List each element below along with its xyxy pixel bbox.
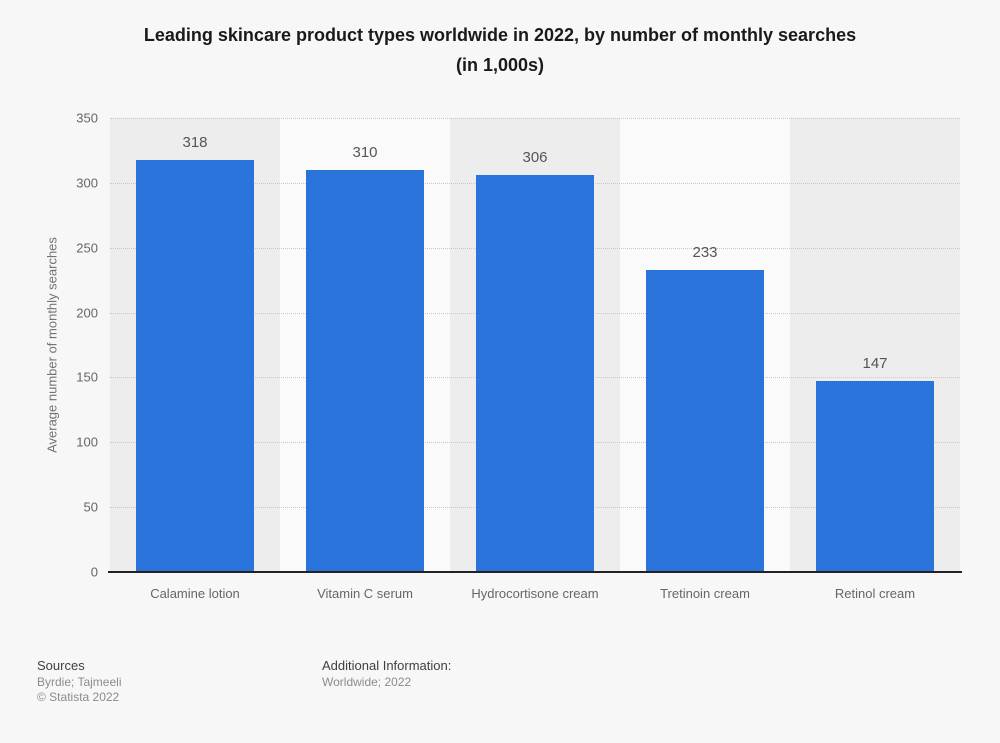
bar-value-label: 147 [862,355,888,373]
additional-info-line: Worldwide; 2022 [322,675,412,689]
bar-calamine-lotion[interactable] [136,159,254,572]
additional-info-label: Additional Information: [322,658,452,673]
x-category-label: Hydrocortisone cream [471,586,599,601]
sources-label: Sources [37,658,85,673]
bar-retinol-cream[interactable] [816,381,934,572]
y-tick-label: 100 [76,434,98,450]
y-tick-label: 0 [90,564,98,580]
bar-vitamin-c-serum[interactable] [306,169,424,572]
bar-value-label: 318 [182,133,208,151]
x-axis-line [108,571,962,573]
x-category-label: Vitamin C serum [317,586,413,601]
y-tick-label: 200 [76,305,98,321]
y-tick-label: 250 [76,240,98,256]
copyright-line: © Statista 2022 [37,690,120,704]
bar-hydrocortisone-cream[interactable] [476,175,594,572]
y-tick-label: 300 [76,175,98,191]
chart-title: Leading skincare product types worldwide… [30,20,970,80]
sources-line: Byrdie; Tajmeeli [37,675,122,689]
bar-value-label: 310 [352,143,378,161]
chart-title-line1: Leading skincare product types worldwide… [143,25,857,45]
y-tick-label: 50 [83,499,98,515]
y-tick-label: 150 [76,369,98,385]
bar-tretinoin-cream[interactable] [646,269,764,572]
bar-value-label: 233 [692,243,718,261]
x-category-label: Tretinoin cream [660,586,750,601]
x-category-label: Calamine lotion [150,586,240,601]
bar-value-label: 306 [522,149,548,167]
chart-title-line2: (in 1,000s) [455,55,545,75]
x-category-label: Retinol cream [834,586,916,601]
y-tick-label: 350 [76,110,98,126]
gridline [110,118,960,119]
